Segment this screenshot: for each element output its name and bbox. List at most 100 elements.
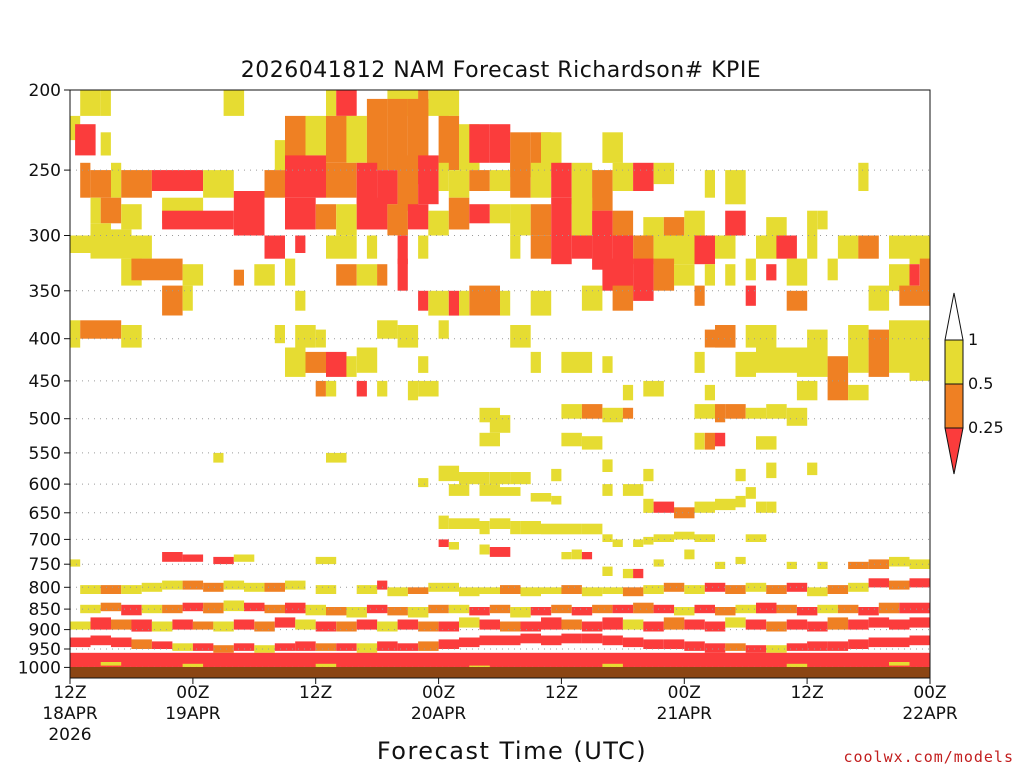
heatmap-cell xyxy=(479,521,490,535)
legend-swatch-mid xyxy=(944,383,964,429)
heatmap-cell xyxy=(131,258,183,281)
heatmap-cell xyxy=(80,320,122,339)
heatmap-cell xyxy=(551,235,572,265)
heatmap-cell xyxy=(643,468,654,482)
heatmap-cell xyxy=(725,210,746,236)
heatmap-cell xyxy=(295,641,316,651)
heatmap-cell xyxy=(285,580,306,590)
heatmap-cell xyxy=(694,235,715,265)
heatmap-cell xyxy=(694,351,705,373)
heatmap-cell xyxy=(725,617,746,628)
heatmap-cell xyxy=(397,619,419,630)
y-tick-label: 500 xyxy=(29,410,61,430)
heatmap-cell xyxy=(70,621,91,630)
heatmap-cell xyxy=(448,484,470,496)
heatmap-cell xyxy=(346,607,367,618)
heatmap-cell xyxy=(735,468,746,482)
y-tick-label: 350 xyxy=(29,282,61,302)
heatmap-cell xyxy=(172,619,193,630)
heatmap-cell xyxy=(561,432,582,447)
heatmap-cell xyxy=(602,407,623,423)
heatmap-cell xyxy=(182,264,204,286)
heatmap-cell xyxy=(459,587,480,597)
heatmap-cell xyxy=(121,604,142,616)
heatmap-cell xyxy=(602,617,623,630)
heatmap-cell xyxy=(356,162,378,205)
heatmap-cell xyxy=(530,162,552,198)
x-tick-label: 21APR xyxy=(657,704,713,724)
heatmap-cell xyxy=(182,580,204,590)
heatmap-cell xyxy=(889,662,910,666)
heatmap-cell xyxy=(111,637,132,648)
heatmap-cell xyxy=(868,285,890,311)
heatmap-cell xyxy=(571,607,593,616)
heatmap-cell xyxy=(305,351,326,373)
heatmap-cell xyxy=(223,600,245,612)
heatmap-cell xyxy=(162,580,183,590)
credit-link[interactable]: coolwx.com/models xyxy=(843,748,1014,766)
heatmap-cell xyxy=(356,380,367,397)
heatmap-cell xyxy=(612,210,634,236)
heatmap-cell xyxy=(704,329,715,348)
heatmap-cell xyxy=(162,285,183,316)
heatmap-cell xyxy=(807,462,818,476)
heatmap-cell xyxy=(459,472,490,485)
heatmap-cell xyxy=(817,561,828,569)
heatmap-cell xyxy=(541,132,562,171)
heatmap-cell xyxy=(377,621,398,632)
legend-label: 1 xyxy=(968,330,978,349)
heatmap-cell xyxy=(70,320,81,348)
heatmap-cell xyxy=(602,534,613,542)
heatmap-cell xyxy=(479,619,500,630)
heatmap-cell xyxy=(868,578,890,588)
heatmap-cell xyxy=(131,619,152,632)
heatmap-cell xyxy=(868,637,890,648)
heatmap-cell xyxy=(111,229,132,259)
heatmap-cell xyxy=(428,604,449,614)
heatmap-cell xyxy=(448,604,470,614)
heatmap-cell xyxy=(418,621,439,632)
heatmap-cell xyxy=(571,162,593,205)
heatmap-cell xyxy=(571,549,582,560)
y-tick-label: 800 xyxy=(29,578,61,598)
x-tick-label: 00Z xyxy=(668,683,701,703)
heatmap-cell xyxy=(469,665,490,667)
heatmap-cell xyxy=(766,217,787,236)
heatmap-cell xyxy=(141,604,163,614)
heatmap-cell xyxy=(704,582,726,592)
heatmap-cell xyxy=(622,384,634,401)
heatmap-cell xyxy=(581,587,603,597)
heatmap-cell xyxy=(684,585,705,594)
heatmap-cell xyxy=(520,587,541,597)
heatmap-cell xyxy=(285,115,306,163)
heatmap-cell xyxy=(356,619,378,630)
heatmap-cell xyxy=(653,258,675,291)
heatmap-cell xyxy=(581,633,603,644)
heatmap-cell xyxy=(489,518,511,529)
y-tick-label: 950 xyxy=(29,640,61,660)
heatmap-cell xyxy=(643,639,664,649)
heatmap-cell xyxy=(541,617,562,630)
heatmap-cell xyxy=(807,210,818,236)
heatmap-cell xyxy=(612,285,634,311)
heatmap-cell xyxy=(551,495,562,505)
heatmap-cell xyxy=(653,162,675,185)
heatmap-cell xyxy=(530,351,541,373)
heatmap-cell xyxy=(581,552,593,560)
heatmap-cell xyxy=(581,285,603,311)
heatmap-cell xyxy=(530,235,552,259)
heatmap-cell xyxy=(899,285,930,306)
heatmap-cell xyxy=(162,552,183,562)
heatmap-cell xyxy=(848,561,869,569)
heatmap-cell xyxy=(520,633,541,644)
heatmap-cell xyxy=(397,155,419,211)
heatmap-cell xyxy=(602,258,634,291)
heatmap-cell xyxy=(448,542,459,550)
heatmap-cell xyxy=(448,290,459,316)
heatmap-cell xyxy=(407,607,429,618)
heatmap-cell xyxy=(438,162,449,191)
heatmap-cell xyxy=(326,452,347,463)
plot-frame xyxy=(69,89,931,679)
heatmap-cell xyxy=(428,290,449,316)
heatmap-cell xyxy=(909,235,930,265)
